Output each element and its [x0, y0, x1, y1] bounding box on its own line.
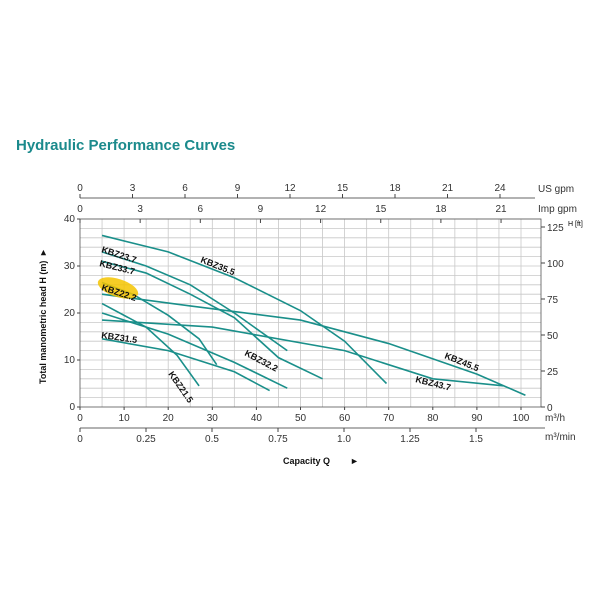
chart-title: Hydraulic Performance Curves: [16, 137, 235, 154]
grid: [80, 218, 541, 407]
us-gpm-tick-label: 3: [130, 183, 136, 194]
x-axis-label: Capacity Q: [283, 456, 330, 466]
x-tick-label: 30: [207, 413, 219, 424]
curves: [101, 234, 526, 396]
y-tick-label: 40: [64, 214, 76, 225]
curve-kbz43-7: [101, 319, 504, 387]
us-gpm-tick-label: 21: [442, 183, 454, 194]
us-gpm-tick-label: 18: [389, 183, 401, 194]
x-min-tick-label: 1.5: [469, 434, 483, 445]
curve-kbz33-7: [101, 260, 323, 380]
us-gpm-tick-label: 12: [284, 183, 296, 194]
imp-gpm-tick-label: 21: [495, 204, 507, 215]
axes: 0 10 20 30 40 50 60 70 80 90 100 m³/h0 0.25 0.5 0.75 1.…: [64, 183, 583, 445]
x-tick-label: 0: [77, 413, 83, 424]
imp-gpm-tick-label: 15: [375, 204, 387, 215]
imp-gpm-unit-label: Imp gpm: [538, 204, 577, 215]
imp-gpm-tick-label: 18: [435, 204, 447, 215]
x-axis-arrow: ►: [350, 456, 359, 466]
y2-tick-label: 75: [547, 295, 559, 306]
y-tick-label: 30: [64, 261, 76, 272]
x-tick-label: 10: [119, 413, 131, 424]
x-tick-label: 80: [427, 413, 439, 424]
x-min-tick-label: 0.5: [205, 434, 219, 445]
x-tick-label: 70: [383, 413, 395, 424]
y-tick-label: 0: [69, 402, 75, 413]
x-tick-label: 40: [251, 413, 263, 424]
x-tick-label: 60: [339, 413, 351, 424]
imp-gpm-tick-label: 12: [315, 204, 327, 215]
y2-tick-label: 50: [547, 331, 559, 342]
x-min-unit-label: m³/min: [545, 432, 576, 443]
x-tick-label: 100: [513, 413, 530, 424]
x-min-tick-label: 0.75: [268, 434, 288, 445]
y2-tick-label: 100: [547, 259, 564, 270]
y-axis-label: Total manometric head H (m): [38, 261, 48, 384]
y2-tick-label: 25: [547, 367, 559, 378]
us-gpm-tick-label: 0: [77, 183, 83, 194]
x-min-tick-label: 1.0: [337, 434, 351, 445]
curve-kbz31-5: [101, 338, 271, 392]
curve-kbz45-5: [101, 293, 526, 396]
y2-tick-label: 0: [547, 403, 553, 414]
imp-gpm-tick-label: 9: [258, 204, 264, 215]
y-axis-arrow: ►: [38, 248, 48, 257]
us-gpm-unit-label: US gpm: [538, 184, 574, 195]
us-gpm-tick-label: 15: [337, 183, 349, 194]
curve-label-kbz45-5: KBZ45.5: [443, 351, 480, 374]
curve-kbz21-5: [101, 302, 200, 387]
curve-label-kbz35-5: KBZ35.5: [199, 255, 236, 278]
y2-tick-label: 125: [547, 223, 564, 234]
imp-gpm-tick-label: 6: [198, 204, 204, 215]
imp-gpm-tick-label: 3: [137, 204, 143, 215]
curve-kbz32-2: [101, 312, 288, 389]
x-unit-label: m³/h: [545, 413, 565, 424]
curve-kbz23-7: [101, 251, 288, 352]
y-tick-label: 20: [64, 308, 76, 319]
x-min-tick-label: 0: [77, 434, 83, 445]
curve-kbz35-5: [101, 234, 388, 385]
highlight-marker: [97, 277, 139, 299]
us-gpm-tick-label: 6: [182, 183, 188, 194]
curve-label-kbz31-5: KBZ31.5: [101, 330, 138, 345]
x-min-tick-label: 1.25: [400, 434, 420, 445]
x-tick-label: 50: [295, 413, 307, 424]
x-tick-label: 20: [163, 413, 175, 424]
x-tick-label: 90: [471, 413, 483, 424]
y-tick-label: 10: [64, 355, 76, 366]
us-gpm-tick-label: 9: [235, 183, 241, 194]
imp-gpm-tick-label: 0: [77, 204, 83, 215]
x-min-tick-label: 0.25: [136, 434, 156, 445]
us-gpm-tick-label: 24: [494, 183, 506, 194]
y2-unit-label: H [ft]: [568, 221, 583, 228]
